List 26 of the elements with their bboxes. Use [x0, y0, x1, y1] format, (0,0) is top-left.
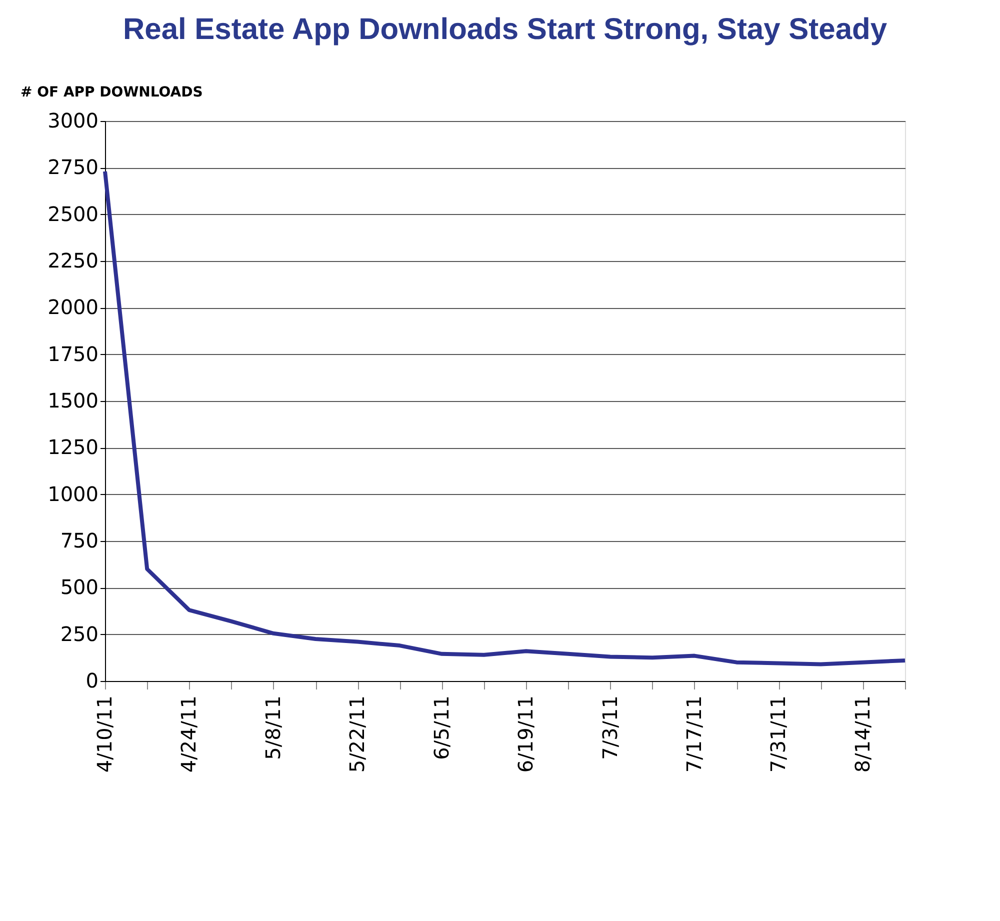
chart-title: Real Estate App Downloads Start Strong, Stay Steady [122, 13, 888, 46]
y-tick-label: 1750 [48, 342, 98, 366]
y-axis-title: # OF APP DOWNLOADS [20, 84, 203, 100]
y-tick-label: 1000 [48, 482, 98, 506]
y-tick-label: 2750 [48, 155, 98, 180]
x-tick-label: 8/14/11 [850, 696, 874, 773]
x-tick-label: 7/3/11 [598, 696, 622, 760]
y-tick-label: 250 [60, 622, 98, 646]
y-tick-label: 2000 [48, 295, 98, 320]
x-tick-label: 5/8/11 [260, 696, 285, 760]
line-series [103, 169, 907, 666]
x-tick-label: 7/31/11 [766, 696, 790, 773]
x-tick-label: 5/22/11 [345, 696, 370, 773]
x-tick-label: 4/24/11 [176, 696, 201, 773]
x-tick-label: 6/19/11 [514, 696, 538, 773]
y-tick-label: 3000 [48, 108, 98, 132]
y-tick-label: 500 [60, 575, 98, 600]
y-tick-label: 1250 [48, 435, 98, 460]
x-tick-label: 7/17/11 [682, 696, 706, 773]
y-tick-label: 750 [60, 528, 98, 552]
y-tick-label: 1500 [48, 388, 98, 412]
x-tick-label: 6/5/11 [429, 696, 454, 760]
x-tick-label: 4/10/11 [92, 696, 116, 773]
y-tick-label: 2500 [48, 202, 98, 226]
y-tick-label: 2250 [48, 248, 98, 272]
y-tick-label: 0 [86, 668, 98, 692]
